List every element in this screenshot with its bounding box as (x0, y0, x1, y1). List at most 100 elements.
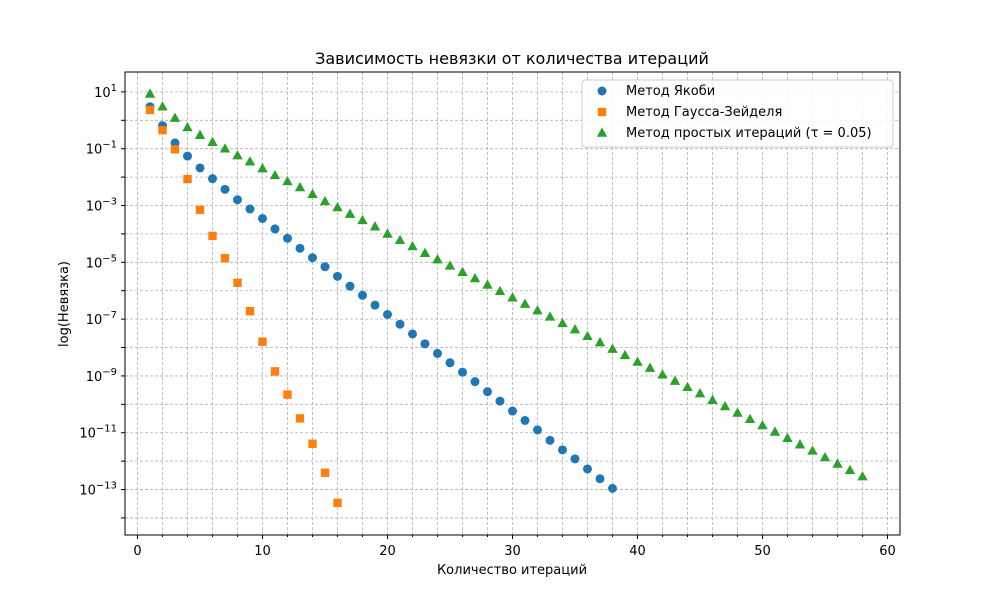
jacobi-point (345, 281, 355, 291)
simple-iteration-point (757, 419, 768, 430)
simple-iteration-point (457, 266, 468, 276)
y-tick-label: 10−5 (86, 253, 117, 271)
x-tick-label: 0 (133, 544, 141, 559)
legend-marker-simple-iteration (596, 127, 608, 137)
jacobi-point (245, 204, 255, 214)
y-tick-label: 10−7 (86, 310, 117, 328)
y-tick-label: 10−1 (86, 140, 117, 158)
axis-ticks: 0 10 20 30 40 50 60 101 10−1 10−3 10−5 10−7 10−9 10−1… (79, 83, 895, 559)
simple-iteration-point (319, 195, 331, 206)
jacobi-point (283, 233, 292, 243)
jacobi-point (608, 483, 617, 493)
simple-iteration-point (494, 285, 506, 296)
simple-iteration-point (307, 188, 318, 198)
simple-iteration-point (219, 143, 231, 153)
jacobi-point (333, 271, 342, 281)
jacobi-point (308, 253, 317, 263)
jacobi-point (470, 377, 480, 387)
simple-iteration-point (257, 163, 268, 173)
simple-iteration-point (282, 175, 293, 186)
jacobi-point (483, 387, 492, 397)
legend-box (581, 79, 894, 148)
series-gauss-seidel (145, 105, 342, 508)
simple-iteration-point (244, 156, 256, 166)
y-axis-label: log(Невязка) (57, 261, 72, 347)
simple-iteration-point (169, 112, 181, 122)
simple-iteration-point (357, 214, 368, 225)
simple-iteration-point (694, 388, 706, 398)
x-tick-label: 50 (754, 544, 771, 559)
simple-iteration-point (719, 400, 731, 411)
jacobi-point (583, 464, 592, 474)
simple-iteration-point (669, 375, 681, 385)
grid (125, 72, 900, 535)
jacobi-point (383, 310, 392, 320)
simple-iteration-point (544, 311, 556, 321)
simple-iteration-point (769, 426, 781, 436)
jacobi-point (445, 358, 455, 368)
jacobi-point (545, 435, 555, 445)
simple-iteration-point (344, 208, 356, 218)
simple-iteration-point (707, 394, 718, 404)
y-tick-label: 10−3 (86, 197, 117, 215)
jacobi-point (258, 213, 267, 223)
jacobi-point (558, 445, 567, 455)
simple-iteration-point (794, 439, 806, 449)
x-tick-label: 60 (879, 544, 896, 559)
gauss-seidel-point (283, 390, 292, 399)
y-tick-label: 101 (94, 83, 117, 101)
simple-iteration-point (482, 279, 493, 289)
simple-iteration-point (532, 305, 543, 315)
legend-label-simple-iteration: Метод простых итераций (τ = 0.05) (626, 126, 872, 141)
simple-iteration-point (182, 121, 193, 132)
simple-iteration-point (657, 369, 668, 379)
simple-iteration-point (269, 169, 281, 180)
simple-iteration-point (419, 247, 431, 257)
simple-iteration-point (407, 241, 418, 251)
jacobi-point (458, 367, 467, 377)
simple-iteration-point (232, 150, 243, 160)
simple-iteration-point (444, 260, 456, 270)
jacobi-point (295, 243, 305, 253)
simple-iteration-point (644, 362, 656, 372)
y-tick-label: 10−9 (86, 367, 117, 385)
simple-iteration-point (682, 381, 693, 392)
gauss-seidel-point (295, 414, 305, 423)
gauss-seidel-point (208, 231, 217, 241)
simple-iteration-point (832, 458, 843, 468)
legend-marker-gauss-seidel (597, 107, 607, 117)
jacobi-point (195, 163, 205, 173)
gauss-seidel-point (270, 367, 280, 376)
simple-iteration-point (557, 317, 568, 328)
jacobi-point (433, 348, 442, 358)
y-tick-label: 10−13 (79, 481, 117, 499)
gauss-seidel-point (245, 307, 255, 316)
simple-iteration-point (469, 272, 481, 283)
chart-title: Зависимость невязки от количества итерац… (315, 49, 709, 68)
simple-iteration-point (382, 228, 393, 238)
simple-iteration-point (332, 202, 343, 212)
simple-iteration-point (519, 298, 531, 308)
data-points (144, 88, 868, 508)
jacobi-point (508, 406, 517, 416)
gauss-seidel-point (158, 125, 167, 135)
simple-iteration-point (507, 292, 518, 302)
simple-iteration-point (369, 221, 381, 231)
gauss-seidel-point (258, 337, 267, 346)
jacobi-point (595, 474, 605, 484)
gauss-seidel-point (183, 174, 192, 184)
simple-iteration-point (807, 445, 818, 455)
simple-iteration-point (732, 407, 743, 417)
gauss-seidel-point (220, 253, 230, 263)
x-axis-label: Количество итераций (437, 563, 587, 578)
gauss-seidel-point (195, 205, 205, 215)
jacobi-point (408, 329, 417, 339)
gauss-seidel-point (320, 468, 330, 477)
jacobi-point (220, 184, 230, 194)
jacobi-point (370, 300, 380, 310)
simple-iteration-point (144, 88, 156, 98)
simple-iteration-point (619, 349, 631, 360)
gauss-seidel-point (170, 145, 180, 154)
jacobi-point (358, 290, 367, 300)
